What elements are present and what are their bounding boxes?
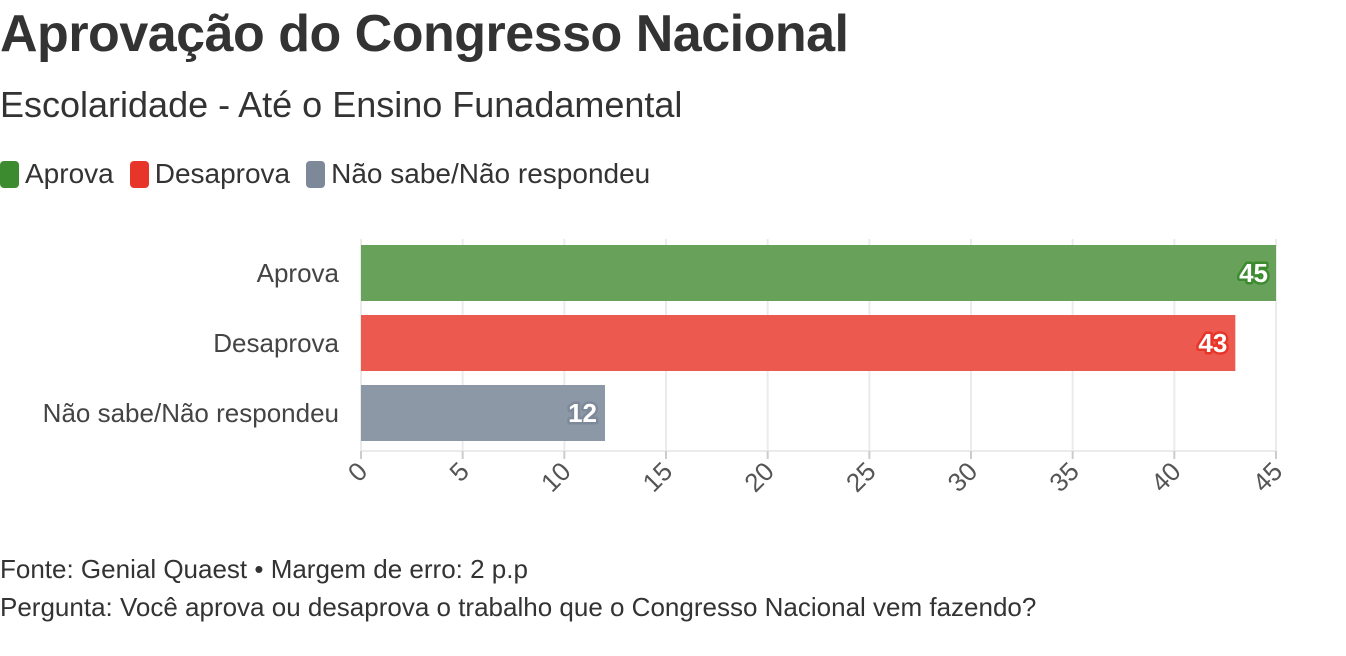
chart-title: Aprovação do Congresso Nacional	[0, 5, 849, 63]
legend-label-aprova: Aprova	[25, 158, 114, 189]
x-tick-label-0: 0	[342, 456, 373, 487]
x-tick-label-45: 45	[1247, 456, 1289, 498]
legend-item-aprova: Aprova	[0, 158, 114, 190]
x-tick-label-40: 40	[1145, 456, 1187, 498]
bar-2	[361, 385, 605, 441]
x-tick-label-10: 10	[535, 456, 577, 498]
legend-item-desaprova: Desaprova	[129, 158, 291, 190]
bar-0	[361, 245, 1276, 301]
chart-subtitle: Escolaridade - Até o Ensino Funadamental	[0, 84, 683, 125]
legend-swatch-nao-sabe	[306, 160, 326, 188]
bar-1	[361, 315, 1236, 371]
category-label-1: Desaprova	[213, 328, 339, 358]
legend-label-desaprova: Desaprova	[154, 158, 291, 189]
source-note: Fonte: Genial Quaest • Margem de erro: 2…	[0, 554, 528, 584]
legend-label-nao-sabe: Não sabe/Não respondeu	[331, 158, 651, 189]
x-tick-label-30: 30	[942, 456, 984, 498]
value-label-0: 45	[1239, 258, 1268, 288]
value-label-1: 43	[1198, 328, 1227, 358]
category-label-2: Não sabe/Não respondeu	[43, 398, 339, 428]
question-note: Pergunta: Você aprova ou desaprova o tra…	[0, 592, 1037, 622]
x-tick-label-20: 20	[738, 456, 780, 498]
x-tick-label-15: 15	[637, 456, 679, 498]
legend-swatch-aprova	[0, 160, 19, 188]
legend: Aprova Desaprova Não sabe/Não respondeu	[0, 158, 666, 190]
x-tick-label-35: 35	[1043, 456, 1085, 498]
legend-item-nao-sabe: Não sabe/Não respondeu	[306, 158, 650, 190]
category-label-0: Aprova	[257, 258, 340, 288]
value-label-2: 12	[568, 398, 597, 428]
x-tick-label-5: 5	[443, 456, 474, 487]
bar-chart: 0 5 10 15 20 25 30 35 40 45 Aprova 45 Desaprova 43 Não…	[43, 239, 1289, 498]
x-tick-label-25: 25	[840, 456, 882, 498]
legend-swatch-desaprova	[129, 160, 149, 188]
